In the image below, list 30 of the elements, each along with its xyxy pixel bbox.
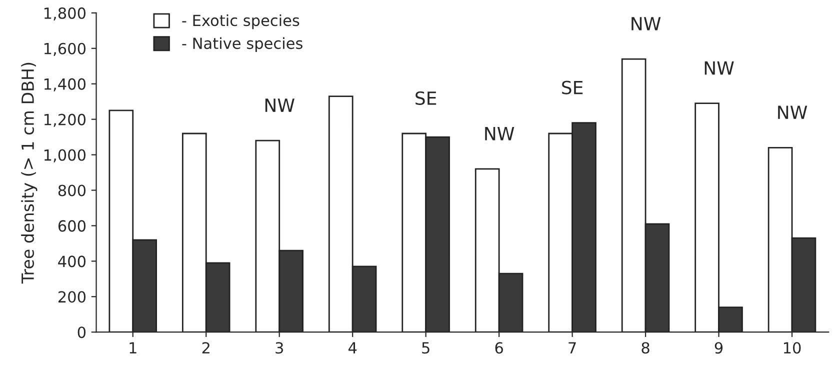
y-axis-title: Tree density (> 1 cm DBH) [21,62,38,284]
y-tick-label: 1,000 [44,149,86,162]
legend-label: - Exotic species [182,14,300,30]
y-tick-label: 800 [58,184,86,196]
x-tick-label: 9 [714,342,723,354]
x-tick-label: 5 [422,342,430,354]
x-tick-label: 1 [130,342,136,354]
annotation: NW [632,17,661,30]
y-tick-label: 1,400 [44,78,86,92]
annotation: NW [265,98,294,112]
x-tick-label: 4 [348,342,357,354]
annotation: SE [416,91,436,105]
legend-label: - Native species [182,37,302,52]
x-tick-label: 2 [202,342,210,354]
annotation: NW [778,106,808,119]
y-tick-label: 1,800 [44,7,86,20]
annotation: NW [485,127,514,140]
x-tick-label: 8 [642,342,650,354]
y-tick-label: 1,600 [44,42,86,56]
x-tick-label: 6 [495,342,503,354]
y-tick-label: 400 [58,256,86,268]
y-tick-label: 0 [78,326,86,338]
x-tick-label: 7 [568,342,576,354]
y-tick-label: 200 [58,291,86,303]
x-tick-label: 10 [784,342,801,354]
annotation: NW [704,61,734,75]
y-tick-label: 1,200 [44,114,86,127]
x-tick-label: 3 [276,342,283,354]
annotation: SE [562,80,583,94]
y-tick-label: 600 [58,220,86,232]
